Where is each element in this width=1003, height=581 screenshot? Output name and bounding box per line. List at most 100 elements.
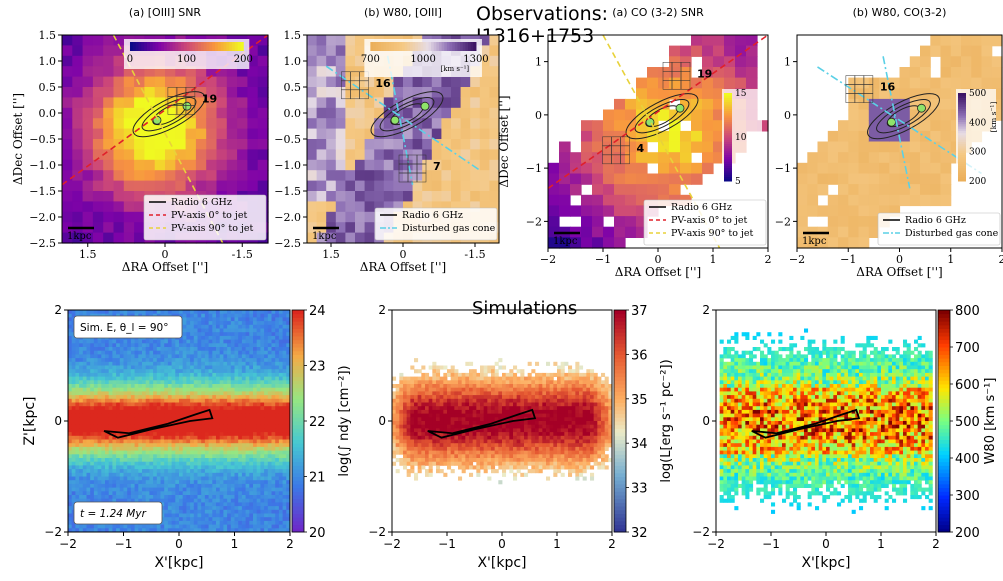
heatmap-cell	[193, 524, 198, 529]
heatmap-cell	[479, 180, 490, 192]
heatmap-cell	[75, 354, 80, 359]
heatmap-cell	[264, 465, 269, 470]
heatmap-cell	[175, 128, 187, 140]
heatmap-cell	[201, 487, 206, 492]
heatmap-cell	[68, 513, 73, 518]
heatmap-cell	[175, 483, 180, 488]
heatmap-cell	[127, 465, 132, 470]
heatmap-cell	[193, 498, 198, 503]
heatmap-cell	[264, 506, 269, 511]
heatmap-cell	[249, 365, 254, 370]
heatmap-cell	[86, 528, 91, 533]
heatmap-cell	[103, 159, 115, 171]
heatmap-cell	[264, 391, 269, 396]
heatmap-cell	[142, 310, 147, 315]
heatmap-cell	[103, 191, 115, 202]
heatmap-cell	[797, 184, 808, 196]
heatmap-cell	[227, 365, 232, 370]
heatmap-cell	[201, 313, 206, 318]
colorbar-segment	[958, 141, 966, 145]
heatmap-cell	[167, 487, 172, 492]
colorbar-segment	[724, 95, 732, 98]
heatmap-cell	[879, 77, 890, 89]
heatmap-cell	[86, 461, 91, 466]
heatmap-cell	[165, 107, 176, 119]
heatmap-cell	[204, 354, 209, 359]
heatmap-cell	[256, 376, 261, 381]
heatmap-cell	[253, 391, 258, 396]
heatmap-cell	[108, 454, 113, 459]
heatmap-cell	[179, 480, 184, 485]
heatmap-cell	[260, 321, 265, 326]
heatmap-cell	[105, 476, 110, 481]
heatmap-cell	[223, 358, 228, 363]
heatmap-cell	[264, 384, 269, 389]
heatmap-cell	[267, 398, 272, 403]
heatmap-cell	[212, 376, 217, 381]
heatmap-cell	[479, 97, 490, 109]
heatmap-cell	[103, 211, 115, 223]
heatmap-cell	[179, 376, 184, 381]
heatmap-cell	[108, 428, 113, 433]
heatmap-cell	[264, 402, 269, 407]
heatmap-cell	[171, 450, 176, 455]
heatmap-cell	[374, 180, 385, 192]
heatmap-cell	[355, 201, 366, 213]
heatmap-cell	[116, 395, 121, 400]
heatmap-cell	[116, 443, 121, 448]
heatmap-cell	[238, 317, 243, 322]
heatmap-cell	[134, 458, 139, 463]
heatmap-cell	[223, 480, 228, 485]
heatmap-cell	[197, 461, 202, 466]
heatmap-cell	[186, 387, 191, 392]
heatmap-cell	[592, 120, 604, 132]
heatmap-cell	[238, 458, 243, 463]
heatmap-cell	[75, 446, 80, 451]
heatmap-cell	[249, 495, 254, 500]
heatmap-cell	[193, 376, 198, 381]
heatmap-cell	[105, 347, 110, 352]
heatmap-cell	[193, 391, 198, 396]
heatmap-cell	[393, 87, 404, 98]
heatmap-cell	[190, 472, 195, 477]
heatmap-cell	[264, 421, 269, 426]
heatmap-cell	[82, 443, 87, 448]
heatmap-cell	[226, 66, 238, 78]
heatmap-cell	[253, 491, 258, 496]
heatmap-cell	[93, 446, 98, 451]
colorbar-segment	[958, 170, 966, 173]
heatmap-cell	[101, 498, 106, 503]
heatmap-cell	[245, 361, 250, 366]
heatmap-cell	[130, 354, 135, 359]
heatmap-cell	[713, 130, 725, 143]
heatmap-cell	[79, 461, 84, 466]
heatmap-cell	[267, 317, 272, 322]
heatmap-cell	[75, 458, 80, 463]
heatmap-cell	[249, 509, 254, 514]
heatmap-cell	[326, 191, 337, 202]
heatmap-cell	[208, 513, 213, 518]
heatmap-cell	[201, 465, 206, 470]
heatmap-cell	[179, 313, 184, 318]
heatmap-cell	[130, 421, 135, 426]
heatmap-cell	[175, 380, 180, 385]
heatmap-cell	[197, 384, 202, 389]
heatmap-cell	[735, 35, 747, 47]
heatmap-cell	[920, 56, 931, 68]
heatmap-cell	[548, 216, 560, 228]
heatmap-cell	[403, 201, 414, 213]
heatmap-cell	[930, 130, 942, 143]
heatmap-cell	[86, 380, 91, 385]
heatmap-cell	[230, 424, 235, 429]
heatmap-cell	[82, 97, 94, 109]
heatmap-cell	[364, 191, 375, 202]
heatmap-cell	[858, 130, 870, 143]
heatmap-cell	[257, 107, 269, 119]
heatmap-cell	[241, 506, 246, 511]
heatmap-cell	[237, 76, 248, 88]
heatmap-cell	[559, 237, 571, 249]
heatmap-cell	[219, 335, 224, 340]
heatmap-cell	[182, 376, 187, 381]
heatmap-cell	[82, 232, 94, 244]
heatmap-cell	[160, 372, 165, 377]
